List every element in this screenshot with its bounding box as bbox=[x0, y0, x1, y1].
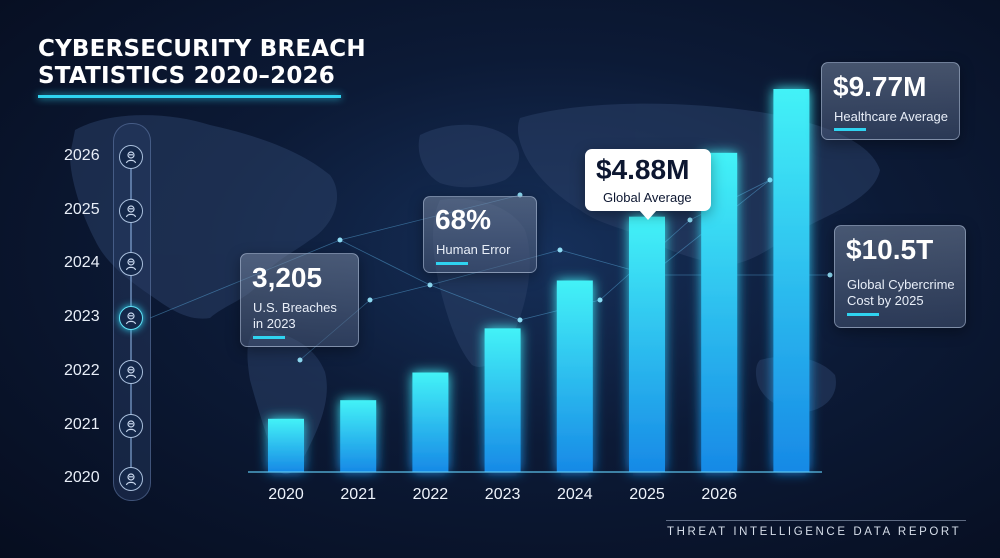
callout-global-cybercrime-line1: Global Cybercrime bbox=[847, 277, 955, 292]
x-tick-label: 2026 bbox=[701, 486, 737, 503]
callout-global-average-label: Global Average bbox=[603, 190, 692, 205]
x-tick-label: 2025 bbox=[629, 486, 665, 503]
callout-global-cybercrime-line2: Cost by 2025 bbox=[847, 293, 924, 308]
callout-accent-bar bbox=[253, 336, 285, 339]
hacker-icon bbox=[119, 306, 143, 331]
world-map-continents bbox=[70, 103, 880, 475]
callout-accent-bar bbox=[847, 313, 879, 316]
x-tick-label: 2021 bbox=[340, 486, 376, 503]
chart-title-line2: STATISTICS 2020–2026 bbox=[38, 63, 335, 89]
timeline-year-2023: 2023 bbox=[64, 308, 100, 326]
bar-2023 bbox=[484, 328, 521, 472]
timeline-year-2021: 2021 bbox=[64, 415, 100, 433]
title-underline bbox=[38, 95, 341, 98]
footer-divider bbox=[666, 520, 966, 521]
x-tick-label: 2023 bbox=[485, 486, 521, 503]
hacker-icon bbox=[119, 252, 143, 277]
callout-us-breaches-line2: in 2023 bbox=[253, 316, 296, 331]
callout-us-breaches-value: 3,205 bbox=[252, 262, 323, 293]
callout-us-breaches-line1: U.S. Breaches bbox=[253, 300, 337, 315]
bar-2022 bbox=[412, 372, 449, 472]
hacker-icon bbox=[119, 145, 143, 169]
timeline-year-2020: 2020 bbox=[64, 469, 100, 487]
chart-title-line1: CYBERSECURITY BREACH bbox=[38, 36, 366, 62]
bar-extra bbox=[773, 89, 810, 472]
x-axis-labels: 2020 2021 2022 2023 2024 2025 2026 bbox=[268, 486, 737, 503]
bar-2025 bbox=[629, 216, 665, 472]
callout-healthcare-average: $9.77M Healthcare Average bbox=[821, 62, 960, 140]
timeline-year-2026: 2026 bbox=[64, 147, 100, 164]
hacker-icon bbox=[119, 467, 143, 492]
timeline-year-2025: 2025 bbox=[64, 200, 100, 218]
chart-title: CYBERSECURITY BREACH STATISTICS 2020–202… bbox=[38, 36, 366, 90]
callout-pointer bbox=[639, 210, 657, 220]
callout-accent-bar bbox=[436, 262, 468, 265]
hacker-icon bbox=[119, 413, 143, 438]
bar-2024 bbox=[556, 280, 593, 472]
callout-healthcare-average-value: $9.77M bbox=[833, 71, 927, 102]
callout-healthcare-average-label: Healthcare Average bbox=[834, 109, 948, 124]
callout-human-error-label: Human Error bbox=[436, 242, 511, 257]
callout-us-breaches: 3,205 U.S. Breaches in 2023 bbox=[240, 253, 359, 347]
bar-2020 bbox=[268, 418, 304, 472]
callout-human-error-value: 68% bbox=[435, 204, 492, 235]
callout-global-average-value: $4.88M bbox=[596, 154, 690, 185]
x-tick-label: 2022 bbox=[413, 486, 449, 503]
callout-global-cybercrime: $10.5T Global Cybercrime Cost by 2025 bbox=[834, 225, 966, 328]
bar-2021 bbox=[340, 400, 377, 472]
hacker-icon bbox=[119, 359, 143, 384]
footer-text: THREAT INTELLIGENCE DATA REPORT bbox=[667, 526, 962, 538]
timeline-year-2022: 2022 bbox=[64, 361, 100, 379]
callout-global-cybercrime-value: $10.5T bbox=[846, 234, 934, 265]
callout-human-error: 68% Human Error bbox=[423, 196, 537, 273]
hacker-icon bbox=[119, 198, 143, 223]
timeline-year-2024: 2024 bbox=[64, 254, 100, 272]
x-tick-label: 2024 bbox=[557, 486, 593, 503]
x-tick-label: 2020 bbox=[268, 486, 304, 503]
callout-global-average: $4.88M Global Average bbox=[585, 149, 711, 211]
callout-accent-bar bbox=[834, 128, 866, 131]
